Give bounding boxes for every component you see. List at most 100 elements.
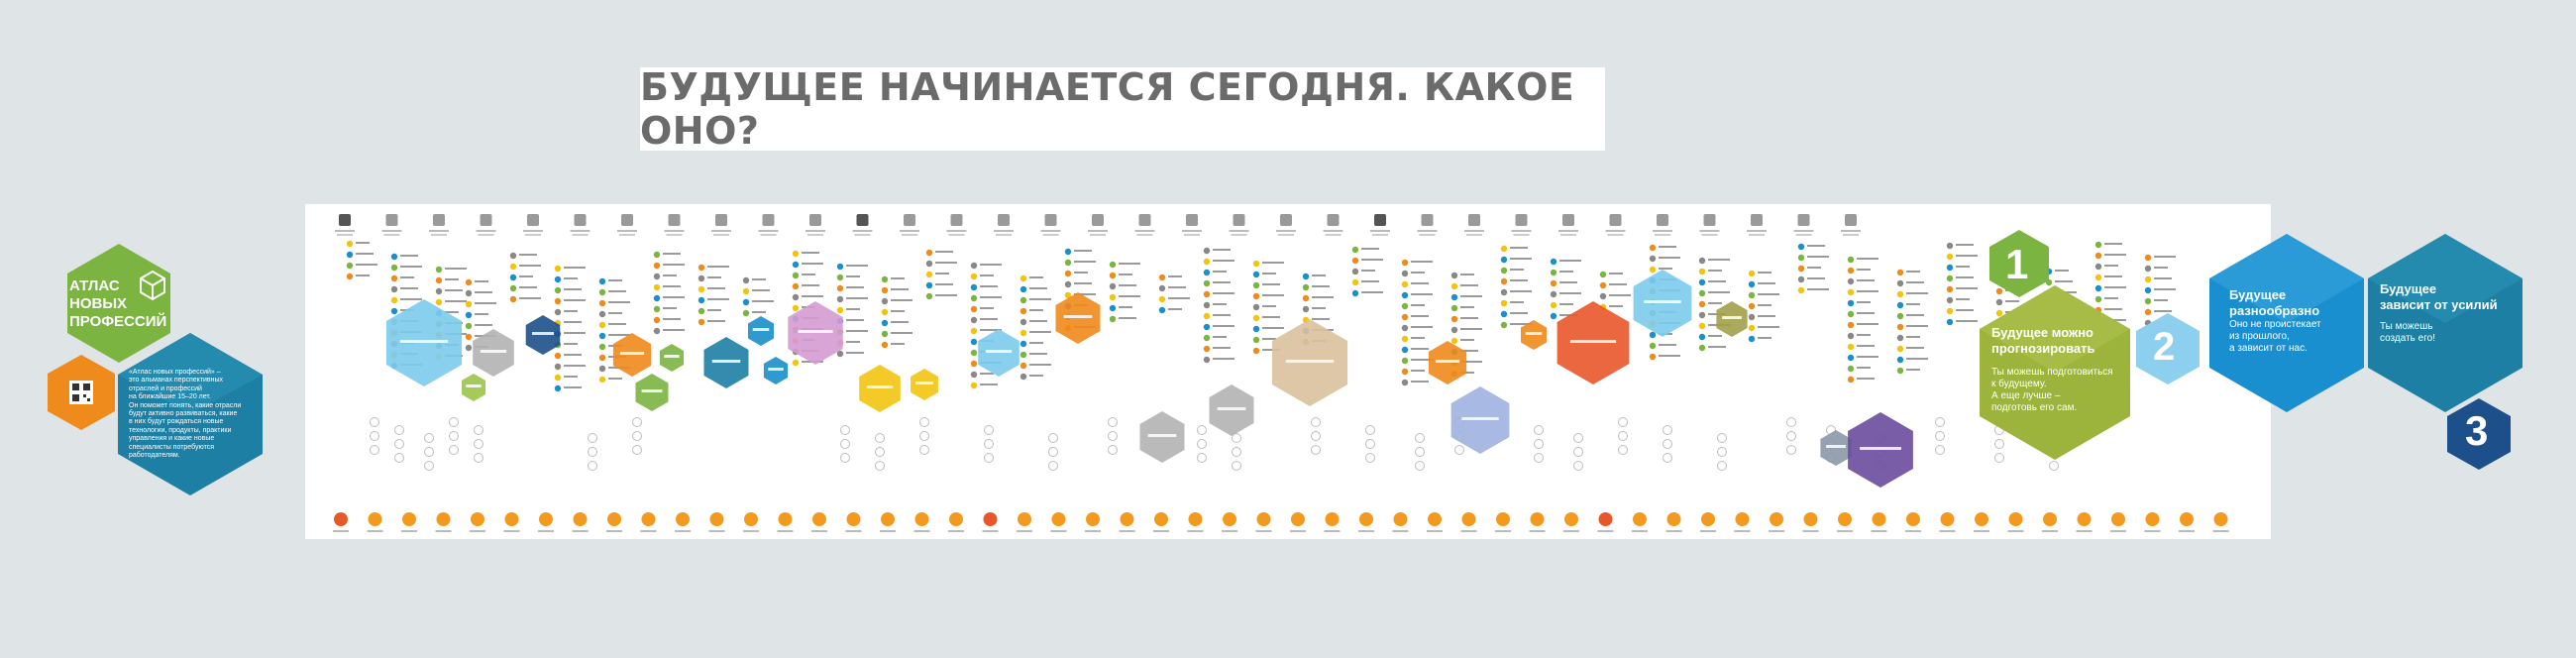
industry-icon: [904, 214, 915, 226]
profession-label-line: [1213, 281, 1231, 283]
atlas-logo-text: АТЛАС НОВЫХ ПРОФЕССИЙ: [69, 277, 167, 330]
profession-label-line: [1411, 282, 1429, 284]
profession-label-line: [1758, 326, 1779, 328]
profession-label-line: [1213, 303, 1227, 305]
profession-label-line: [1029, 320, 1047, 322]
profession-label-line: [1559, 281, 1577, 283]
profession-avatar: [925, 271, 933, 278]
profession-avatar: [1847, 343, 1855, 351]
profession-avatar: [1946, 253, 1954, 261]
profession-avatar: [742, 298, 750, 306]
skill-caption-line: [606, 530, 622, 532]
profession-label-line: [1029, 353, 1047, 355]
profession-avatar: [1158, 274, 1166, 281]
profession-avatar: [1020, 318, 1027, 326]
profession-avatar: [2144, 330, 2152, 338]
future-profession-circle: [919, 431, 929, 441]
future-profession-circle: [2049, 461, 2059, 471]
profession-label-line: [564, 277, 578, 279]
skill-icon: [573, 512, 588, 526]
profession-label-line: [891, 343, 905, 345]
profession-avatar: [1500, 321, 1508, 329]
profession-label-line: [1213, 336, 1227, 338]
profession-label-line: [1857, 312, 1875, 314]
profession-avatar: [1020, 340, 1027, 348]
industry-icon: [1515, 214, 1528, 226]
skill-caption-line: [1905, 530, 1921, 532]
future-profession-circle: [919, 417, 929, 427]
profession-avatar: [1748, 335, 1756, 343]
future-profession-circle: [1311, 417, 1321, 427]
industry-hexagon-label-line: [466, 384, 482, 387]
profession-label-line: [752, 278, 766, 280]
profession-label-line: [608, 334, 630, 336]
profession-avatar: [390, 307, 398, 315]
skill-icon: [1256, 512, 1271, 526]
profession-label-line: [1119, 295, 1140, 297]
industry-icon: [809, 214, 821, 226]
profession-label-line: [1460, 339, 1474, 341]
skill-icon: [1154, 512, 1168, 526]
profession-avatar: [881, 341, 889, 349]
profession-label-line: [980, 384, 998, 385]
profession-label-line: [1906, 292, 1928, 294]
industry-caption-line: [1134, 230, 1155, 232]
profession-label-line: [1411, 359, 1433, 361]
profession-avatar: [2144, 297, 2152, 305]
future-profession-circle: [1534, 453, 1544, 463]
future-profession-circle: [1108, 417, 1118, 427]
profession-label-line: [1312, 318, 1330, 320]
skill-icon: [539, 512, 553, 526]
profession-label-line: [356, 242, 370, 244]
profession-label-line: [707, 298, 729, 300]
profession-label-line: [400, 276, 414, 278]
skill-caption-line: [777, 530, 794, 532]
industry-hexagon-label-line: [711, 360, 741, 363]
profession-avatar: [2144, 265, 2152, 273]
profession-label-line: [1460, 328, 1482, 330]
future-profession-circle: [2049, 433, 2059, 443]
profession-label-line: [519, 254, 537, 256]
industry-caption-line: [1511, 230, 1532, 232]
profession-label-line: [707, 266, 729, 268]
future-profession-circle: [1663, 439, 1672, 449]
profession-label-line: [2104, 254, 2126, 256]
profession-label-line: [846, 265, 868, 267]
future-profession-circle: [1232, 433, 1241, 443]
profession-avatar: [1450, 304, 1458, 312]
industry-caption-line: [1795, 234, 1812, 236]
skill-caption-line: [1632, 530, 1648, 532]
profession-avatar: [346, 273, 354, 280]
skill-icon: [1701, 512, 1715, 526]
profession-avatar: [2094, 284, 2102, 292]
profession-avatar: [1599, 292, 1607, 300]
profession-label-line: [1807, 245, 1825, 247]
industry-caption-line: [854, 234, 871, 236]
profession-label-line: [519, 265, 541, 267]
profession-avatar: [1020, 373, 1027, 381]
industry-hexagon-label-line: [1217, 407, 1246, 410]
industry-hexagon-label-line: [1435, 360, 1460, 363]
profession-label-line: [1411, 304, 1425, 306]
profession-label-line: [1029, 364, 1051, 366]
profession-label-line: [608, 323, 626, 325]
future-profession-circle: [1365, 453, 1375, 463]
industry-caption-line: [1042, 234, 1059, 236]
profession-label-line: [400, 255, 418, 257]
skill-caption-line: [811, 530, 827, 532]
profession-avatar: [465, 344, 473, 352]
industry-caption-line: [900, 230, 919, 232]
profession-label-line: [980, 296, 1002, 298]
industry-caption-line: [1278, 234, 1294, 236]
industry-caption-line: [1558, 230, 1578, 232]
industry-hexagon-label-line: [1644, 300, 1681, 303]
industry-caption-line: [1136, 234, 1153, 236]
profession-avatar: [742, 309, 750, 317]
profession-label-line: [1510, 269, 1524, 271]
profession-avatar: [1649, 342, 1657, 350]
profession-label-line: [1857, 334, 1871, 336]
industry-hexagon-label-line: [480, 350, 507, 353]
industry-hexagon-label-line: [1063, 315, 1093, 318]
industry-icon: [1044, 214, 1057, 226]
industry-icon: [668, 214, 681, 226]
